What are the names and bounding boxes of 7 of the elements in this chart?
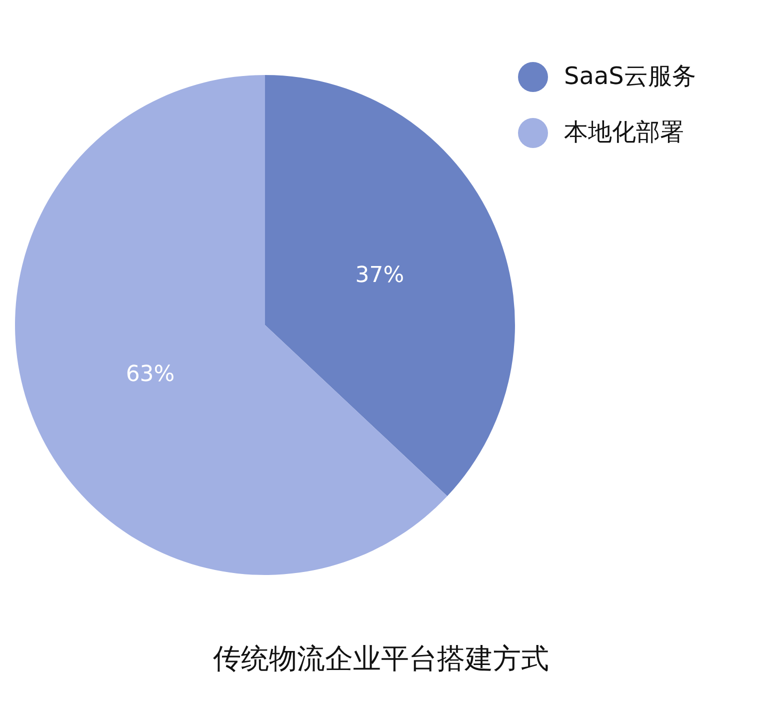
text: 传统物流企业平台搭建方式: [212, 641, 550, 677]
data-label: 63%: [126, 362, 175, 388]
data-label: 37%: [355, 262, 404, 288]
pie-slice: [15, 75, 448, 575]
legend-label: 本地化部署: [564, 118, 684, 146]
legend-label: SaaS云服务: [564, 62, 696, 90]
pie-slice: [265, 75, 515, 496]
